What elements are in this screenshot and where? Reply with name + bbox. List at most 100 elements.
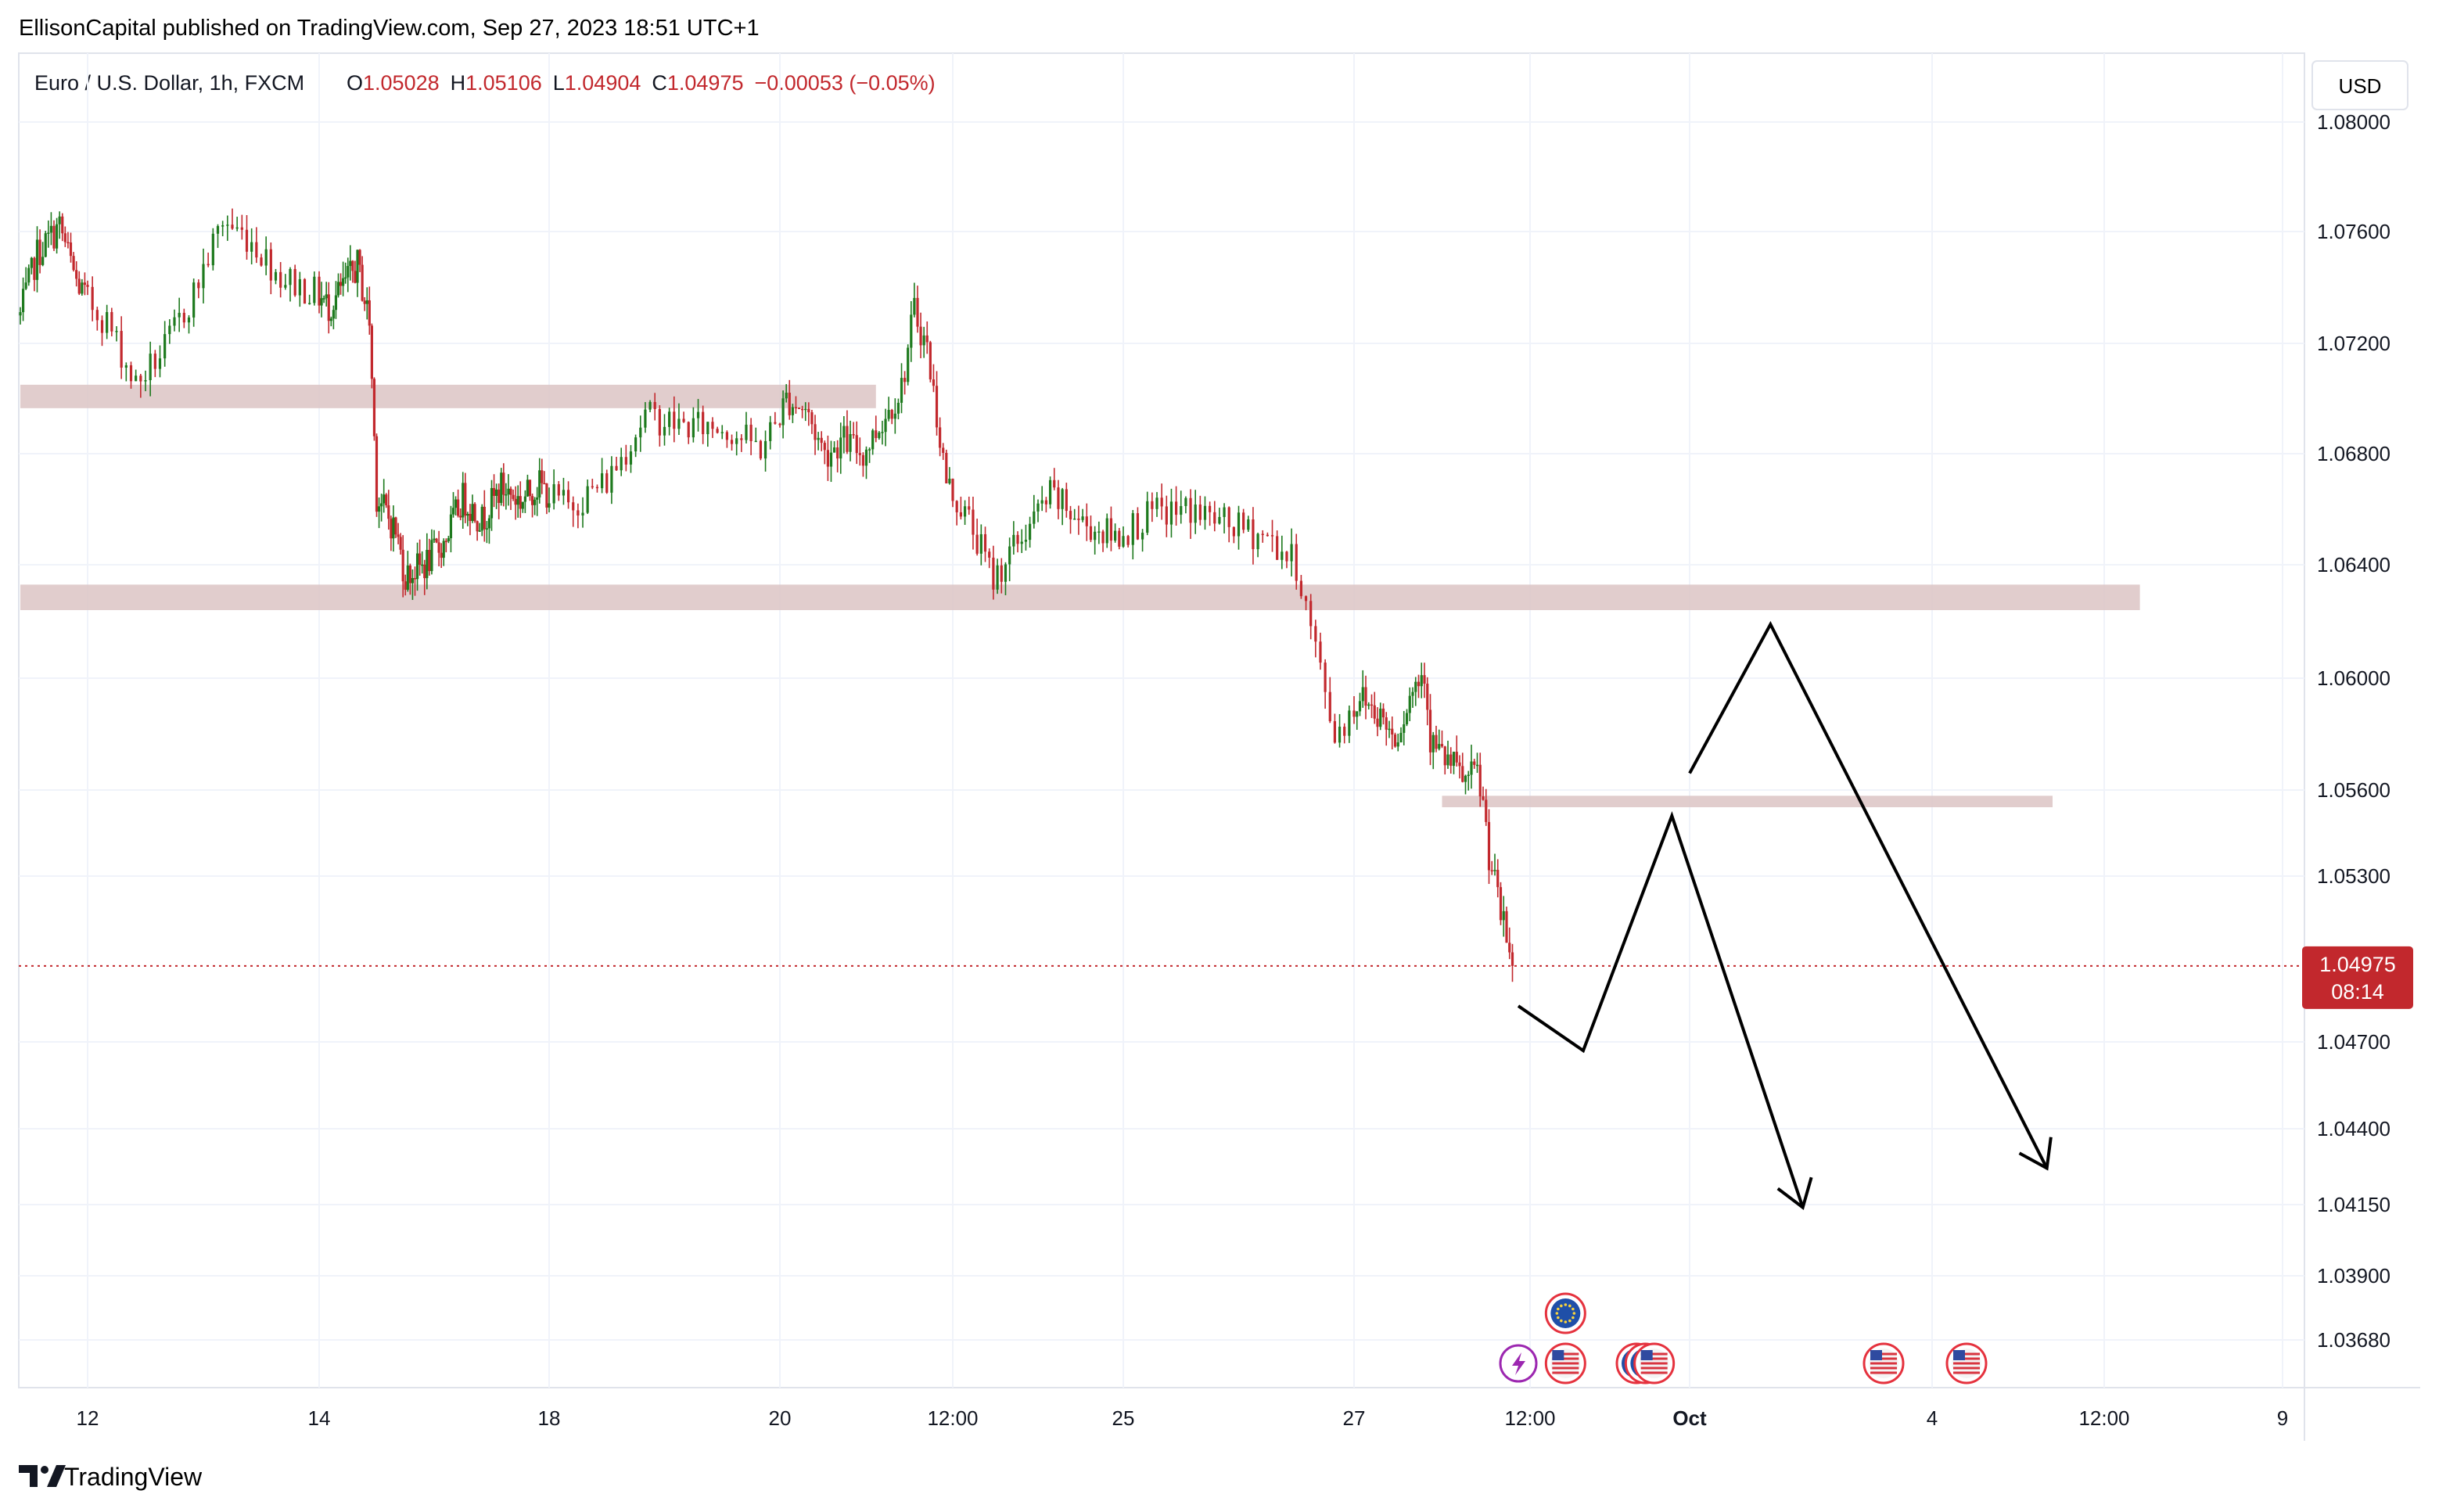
candle-body bbox=[27, 268, 31, 283]
candle-body bbox=[691, 418, 695, 438]
price-zone[interactable] bbox=[1442, 796, 2053, 807]
candle-body bbox=[144, 380, 147, 382]
eu-flag-icon[interactable] bbox=[1544, 1292, 1586, 1334]
candle-body bbox=[110, 311, 113, 332]
candle-body bbox=[1169, 501, 1173, 525]
candle-body bbox=[377, 506, 381, 512]
candle-body bbox=[711, 422, 714, 429]
candle-body bbox=[807, 408, 810, 413]
candle-body bbox=[1061, 489, 1064, 509]
candle-body bbox=[572, 502, 575, 511]
candle-body bbox=[1295, 544, 1298, 581]
candle-body bbox=[605, 473, 609, 493]
candle-body bbox=[182, 312, 185, 323]
candle-body bbox=[173, 317, 176, 326]
tradingview-logo-icon[interactable] bbox=[19, 1465, 66, 1487]
candle-body bbox=[1114, 530, 1117, 541]
us-flag-icon[interactable] bbox=[1862, 1342, 1905, 1385]
candle-body bbox=[687, 422, 690, 438]
candle-body bbox=[120, 331, 123, 368]
candle-body bbox=[1324, 663, 1327, 692]
us-flag-icon[interactable] bbox=[1544, 1342, 1586, 1385]
candle-body bbox=[1165, 506, 1168, 525]
candle-body bbox=[1008, 546, 1011, 565]
candle-body bbox=[1475, 764, 1479, 767]
candle-body bbox=[884, 418, 887, 433]
candle-body bbox=[903, 378, 907, 382]
candle-body bbox=[1290, 544, 1293, 562]
candle-body bbox=[983, 533, 987, 552]
candle-body bbox=[1256, 533, 1259, 550]
tradingview-brand[interactable]: TradingView bbox=[64, 1463, 203, 1491]
candle-body bbox=[913, 297, 916, 315]
candle-body bbox=[1381, 708, 1385, 718]
candle-body bbox=[849, 434, 852, 452]
candle-body bbox=[255, 242, 258, 258]
currency-button-frame[interactable] bbox=[2311, 60, 2408, 110]
candle-body bbox=[754, 440, 757, 443]
candle-body bbox=[284, 285, 287, 288]
currency-button[interactable]: USD bbox=[2311, 60, 2408, 110]
candle-body bbox=[1443, 746, 1446, 766]
candle-body bbox=[387, 505, 390, 519]
candle-body bbox=[149, 354, 152, 381]
price-zone[interactable] bbox=[20, 584, 2140, 610]
price-axis[interactable]: 1.08000 1.07600 1.07200 1.06800 1.06400 1.060… bbox=[2317, 110, 2391, 1352]
candle-body bbox=[536, 497, 539, 500]
candle-body bbox=[1218, 516, 1221, 524]
high-label: H bbox=[451, 71, 466, 95]
candle-body bbox=[887, 410, 890, 419]
candle-body bbox=[1356, 711, 1359, 717]
candle-body bbox=[444, 541, 447, 543]
candle-body bbox=[1044, 500, 1047, 505]
candle-body bbox=[1085, 516, 1088, 526]
candle-body bbox=[1057, 487, 1060, 509]
candle-body bbox=[401, 549, 404, 582]
change-value: −0.00053 (−0.05%) bbox=[754, 71, 935, 95]
candle-body bbox=[1373, 705, 1376, 719]
candle-body bbox=[1446, 754, 1449, 766]
projection-path[interactable] bbox=[1688, 620, 2049, 1169]
candle-body bbox=[106, 311, 109, 333]
currency-label[interactable]: USD bbox=[2339, 74, 2382, 98]
candle-body bbox=[298, 278, 301, 296]
candle-body bbox=[385, 494, 388, 506]
economic-events[interactable] bbox=[1499, 1292, 1988, 1385]
candle-body bbox=[533, 499, 537, 505]
projection-path[interactable] bbox=[1517, 811, 1805, 1209]
candle-body bbox=[308, 303, 311, 304]
candle-body bbox=[979, 533, 982, 554]
candle-body bbox=[1464, 775, 1467, 782]
price-tick-label: 1.04700 bbox=[2317, 1030, 2391, 1054]
candle-body bbox=[545, 483, 548, 508]
candle-body bbox=[1328, 691, 1331, 721]
candle-body bbox=[653, 401, 656, 409]
candle-body bbox=[492, 487, 496, 496]
candle-body bbox=[197, 282, 200, 289]
candle-body bbox=[318, 276, 321, 306]
candle-body bbox=[322, 298, 325, 300]
price-zone[interactable] bbox=[20, 384, 876, 408]
lightning-event-icon[interactable] bbox=[1499, 1344, 1538, 1383]
projection-drawings[interactable] bbox=[1517, 620, 2053, 1210]
time-axis[interactable]: 12 14 18 20 12:00 25 27 12:00 Oct 4 12:00 9 bbox=[77, 1406, 2289, 1430]
candle-body bbox=[925, 335, 929, 343]
candle-body bbox=[1388, 728, 1391, 731]
tradingview-footer[interactable]: TradingView bbox=[19, 1463, 203, 1491]
candle-body bbox=[435, 538, 438, 543]
candle-body bbox=[730, 440, 734, 444]
candle-body bbox=[586, 486, 589, 513]
candle-body bbox=[226, 224, 229, 226]
time-tick-label: 4 bbox=[1927, 1406, 1938, 1430]
us-flag-icon[interactable] bbox=[1945, 1342, 1988, 1385]
candle-body bbox=[716, 429, 719, 433]
candle-body bbox=[1364, 687, 1367, 706]
us-flag-icon[interactable] bbox=[1633, 1342, 1676, 1385]
candle-body bbox=[975, 534, 979, 554]
candle-body bbox=[426, 550, 429, 579]
candle-body bbox=[390, 519, 393, 539]
candle-body bbox=[814, 424, 817, 440]
candle-body bbox=[968, 506, 971, 510]
candle-body bbox=[221, 225, 225, 227]
